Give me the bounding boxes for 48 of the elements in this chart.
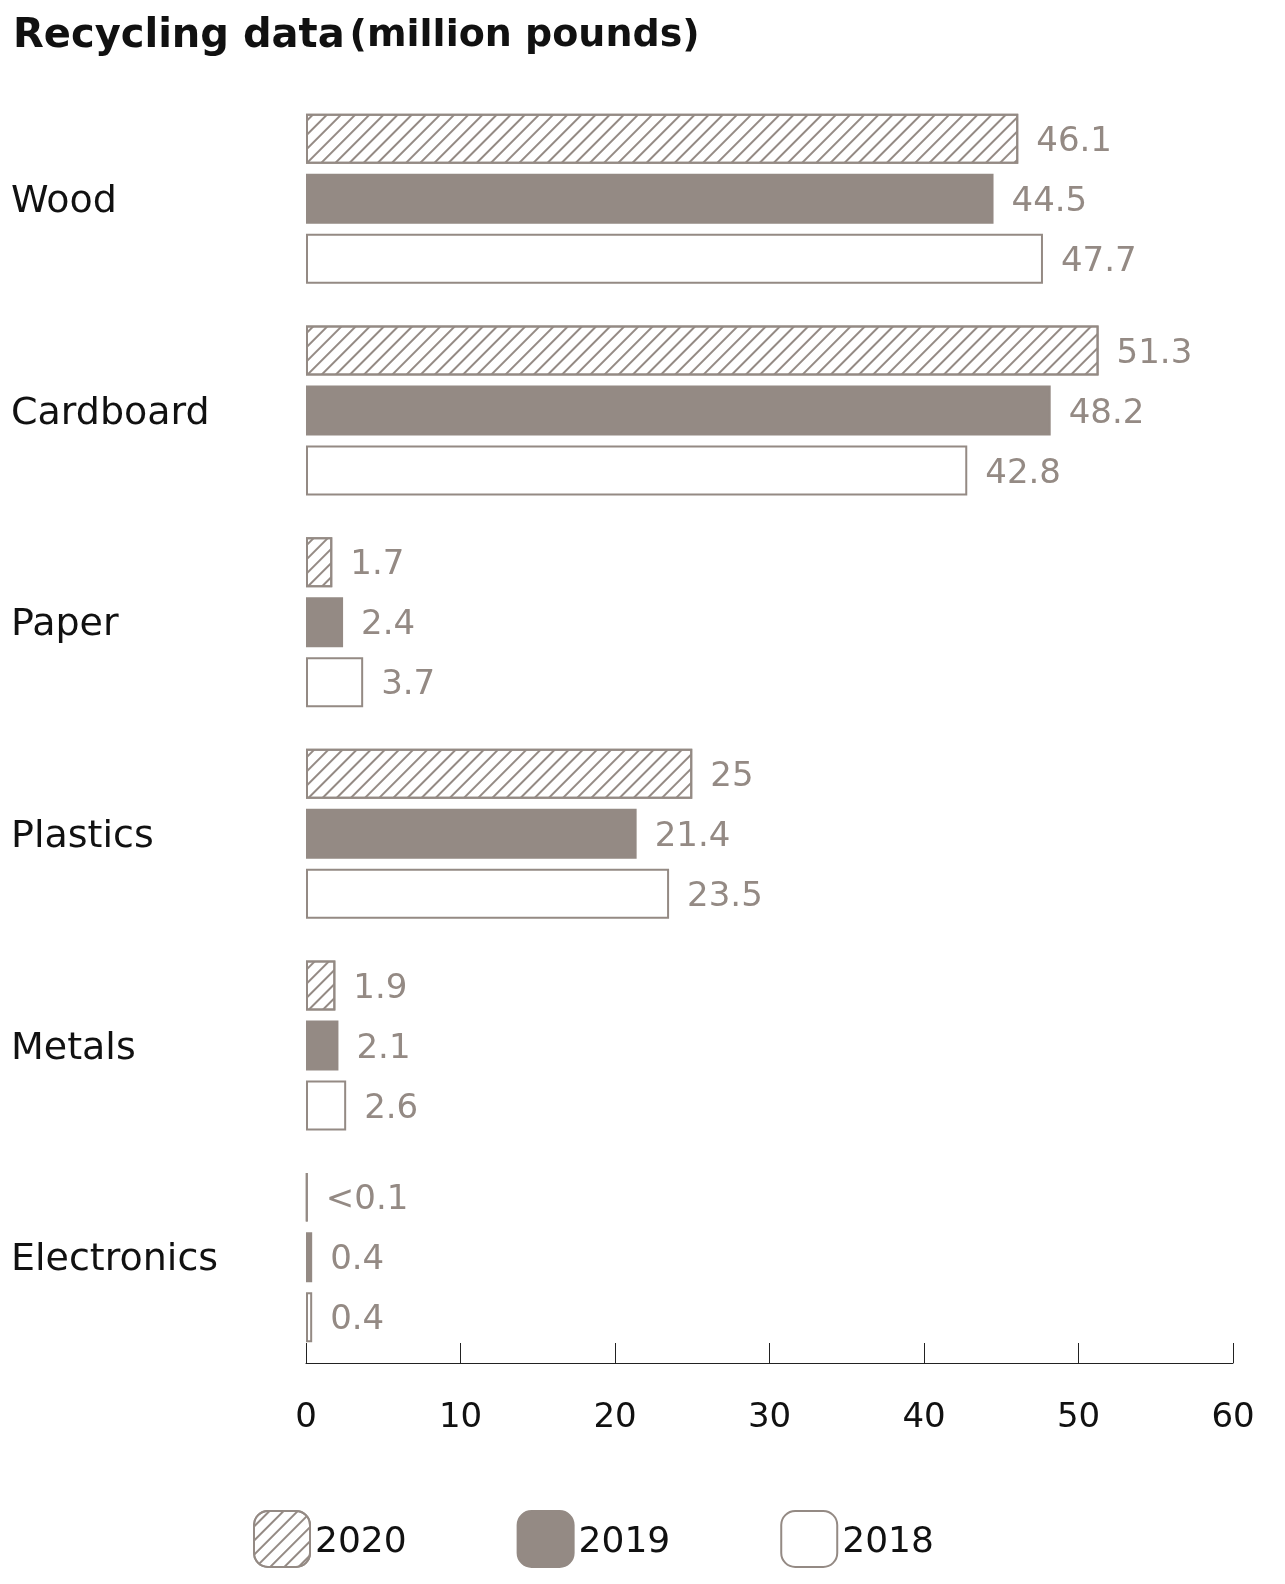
x-tick-label: 60 — [1211, 1395, 1255, 1435]
chart-subtitle: (million pounds) — [349, 11, 700, 55]
x-tick-label: 50 — [1056, 1395, 1101, 1435]
data-label: 1.7 — [350, 542, 405, 583]
data-label: 2.4 — [361, 602, 416, 643]
data-label: 1.9 — [353, 965, 408, 1006]
y-tick-label: Plastics — [11, 811, 154, 856]
bar — [306, 808, 637, 859]
data-label: 0.4 — [330, 1297, 385, 1338]
y-tick-label: Paper — [11, 600, 119, 645]
data-label: 46.1 — [1036, 118, 1112, 159]
data-label: 2.6 — [364, 1085, 419, 1126]
bar — [306, 385, 1051, 436]
data-label: 44.5 — [1011, 178, 1088, 219]
bar — [306, 233, 1043, 284]
y-tick-label: Wood — [11, 176, 117, 221]
data-label: 47.7 — [1060, 238, 1137, 279]
bar — [306, 657, 364, 708]
bar — [306, 868, 670, 919]
y-tick-label: Metals — [11, 1023, 136, 1068]
y-tick-label: Electronics — [11, 1235, 219, 1280]
data-label: 21.4 — [654, 813, 731, 854]
data-label: 3.7 — [381, 662, 436, 703]
bar — [306, 1080, 347, 1131]
y-tick-label: Cardboard — [11, 388, 210, 433]
x-tick-label: 10 — [438, 1395, 483, 1435]
data-label: 25 — [710, 753, 754, 794]
legend-label: 2020 — [315, 1518, 407, 1560]
x-tick-label: 30 — [747, 1395, 792, 1435]
bar — [306, 597, 344, 648]
bar — [306, 1292, 313, 1343]
x-tick-label: 20 — [593, 1395, 637, 1435]
bar — [306, 173, 994, 224]
bar — [306, 445, 968, 496]
data-label: 23.5 — [687, 873, 763, 914]
bar — [306, 1232, 313, 1283]
data-label: 2.1 — [356, 1025, 411, 1066]
data-label: 42.8 — [985, 450, 1061, 491]
data-label: 51.3 — [1116, 330, 1193, 371]
data-label: <0.1 — [325, 1177, 409, 1218]
legend-label: 2019 — [578, 1518, 671, 1560]
x-tick-label: 0 — [295, 1395, 317, 1435]
data-label: 0.4 — [330, 1237, 385, 1278]
bar — [306, 1020, 339, 1071]
x-tick-label: 40 — [902, 1395, 946, 1435]
data-label: 48.2 — [1068, 390, 1145, 431]
legend-label: 2018 — [842, 1518, 934, 1560]
chart-title: Recycling data — [13, 10, 345, 56]
